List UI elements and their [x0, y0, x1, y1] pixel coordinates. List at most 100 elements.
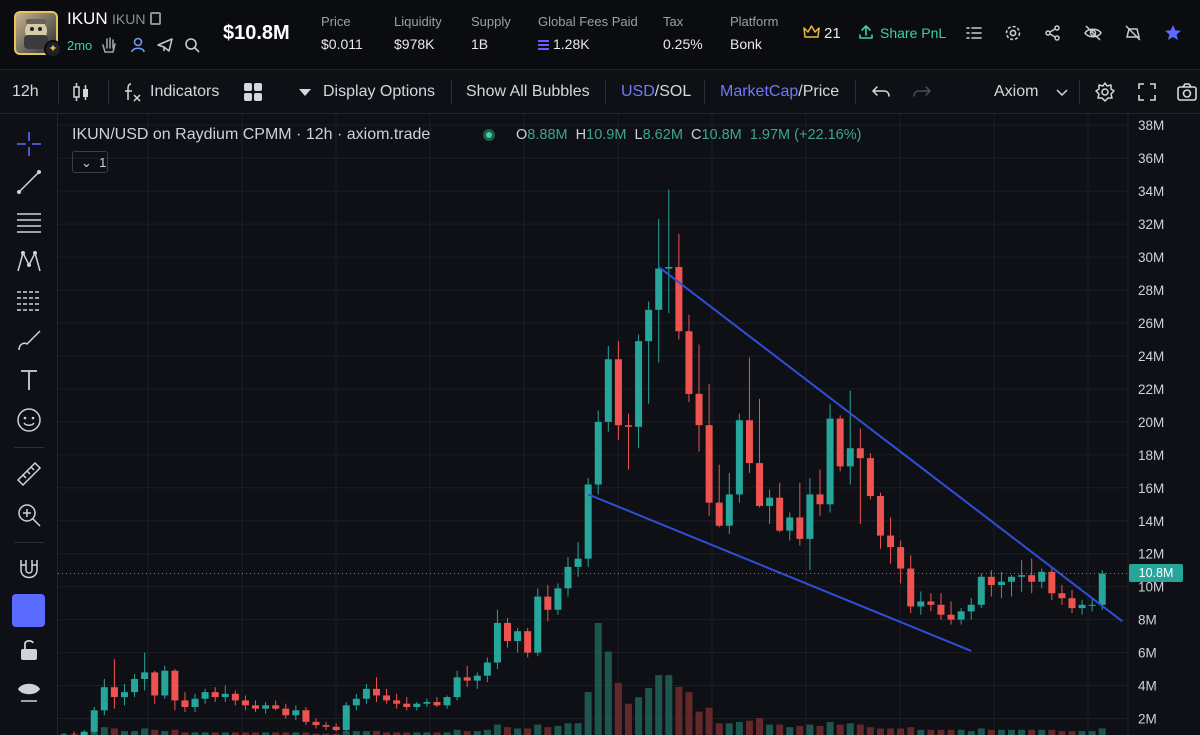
- list-settings-icon[interactable]: [965, 24, 983, 42]
- indicators-fx-icon[interactable]: [121, 81, 143, 103]
- share-pnl-button[interactable]: Share PnL: [880, 25, 947, 41]
- lock-open-icon[interactable]: [16, 637, 42, 663]
- candle-body: [161, 670, 169, 696]
- copy-icon[interactable]: [150, 12, 161, 25]
- candle-body: [685, 331, 693, 394]
- volume-bar: [1068, 731, 1076, 735]
- candle-body: [90, 710, 98, 732]
- pattern-icon[interactable]: [16, 248, 42, 274]
- ohlc-high: 10.9M: [586, 127, 627, 143]
- token-avatar[interactable]: [14, 11, 58, 55]
- layout-grid-icon[interactable]: [242, 81, 264, 103]
- chart-settings-gear-icon[interactable]: [1094, 81, 1116, 103]
- share-upload-icon[interactable]: [858, 24, 874, 40]
- brush-icon[interactable]: [16, 327, 42, 353]
- candle-body: [997, 581, 1005, 586]
- y-axis-tick-label: 10M: [1138, 580, 1164, 595]
- telegram-icon[interactable]: [156, 36, 174, 54]
- volume-bar: [342, 731, 350, 735]
- crosshair-icon[interactable]: [16, 131, 42, 157]
- volume-bar: [675, 686, 683, 735]
- candle-body: [776, 497, 784, 531]
- volume-bar: [665, 675, 673, 735]
- candle-body: [564, 566, 572, 589]
- y-axis-tick-label: 26M: [1138, 316, 1164, 331]
- chevron-down-icon[interactable]: [1054, 81, 1070, 103]
- stat-label: Tax: [663, 14, 684, 29]
- candle-body: [675, 266, 683, 332]
- volume-bar: [826, 721, 834, 735]
- provider-selector[interactable]: Axiom: [994, 83, 1039, 100]
- stat-value: 1.28K: [538, 36, 638, 52]
- holder-user-icon[interactable]: [129, 36, 147, 54]
- volume-bar: [594, 623, 602, 735]
- volume-bar: [1098, 728, 1106, 735]
- solana-icon: [538, 40, 549, 50]
- candle-body: [887, 535, 895, 548]
- currency-sol[interactable]: /SOL: [654, 83, 692, 100]
- volume-bar: [866, 727, 874, 735]
- candle-body: [120, 692, 128, 698]
- eye-icon[interactable]: [16, 677, 42, 703]
- trend-line-icon[interactable]: [16, 169, 42, 195]
- currency-toggle[interactable]: USD/SOL: [621, 83, 691, 101]
- volume-bar: [282, 732, 290, 735]
- y-axis-tick-label: 8M: [1138, 613, 1157, 628]
- horizontal-lines-icon[interactable]: [16, 209, 42, 235]
- ohlc-low: 8.62M: [642, 127, 683, 143]
- stat-value: $0.011: [321, 36, 363, 52]
- candle-body: [1068, 598, 1076, 609]
- interval-selector[interactable]: 12h: [12, 83, 39, 100]
- caret-down-icon[interactable]: [294, 81, 316, 103]
- undo-icon[interactable]: [870, 81, 892, 103]
- volume-bar: [362, 731, 370, 735]
- ohlc-close: 10.8M: [701, 127, 742, 143]
- volume-bar: [322, 733, 330, 735]
- star-icon[interactable]: [1164, 24, 1182, 42]
- fullscreen-icon[interactable]: [1136, 81, 1158, 103]
- search-icon[interactable]: [183, 36, 201, 54]
- collapse-legend-button[interactable]: ⌄ 1: [72, 151, 108, 173]
- fibonacci-icon[interactable]: [16, 288, 42, 314]
- candle-body: [766, 497, 774, 506]
- display-options-button[interactable]: Display Options: [323, 83, 436, 100]
- currency-usd[interactable]: USD: [621, 83, 655, 100]
- ruler-icon[interactable]: [16, 461, 42, 487]
- candle-body: [252, 705, 260, 709]
- stat-tax: Tax 0.25%: [663, 14, 703, 52]
- candle-body: [604, 359, 612, 422]
- candlestick-chart-canvas[interactable]: 2M 4M 6M 8M 10M 12M 14M 16M 18M 20M 22M 24M 26M 28M 30…: [58, 114, 1200, 735]
- candle-body: [645, 309, 653, 342]
- gear-icon[interactable]: [1004, 24, 1022, 42]
- eye-off-icon[interactable]: [1084, 24, 1102, 42]
- candle-body: [866, 458, 874, 497]
- metric-price[interactable]: /Price: [798, 83, 840, 100]
- divider: [58, 80, 59, 104]
- indicators-button[interactable]: Indicators: [150, 83, 220, 100]
- metric-toggle[interactable]: MarketCap/Price: [720, 83, 839, 101]
- emoji-icon[interactable]: [16, 407, 42, 433]
- live-status-dot: [483, 129, 495, 141]
- drawing-tools-sidebar: [0, 114, 58, 735]
- launchpad-badge-icon: ✦: [44, 40, 62, 58]
- y-axis-tick-label: 12M: [1138, 547, 1164, 562]
- price-chart[interactable]: 2M 4M 6M 8M 10M 12M 14M 16M 18M 20M 22M 24M 26M 28M 30…: [58, 114, 1200, 735]
- camera-icon[interactable]: [1176, 81, 1198, 103]
- stay-in-drawing-mode-toggle[interactable]: [12, 594, 45, 627]
- volume-bar: [393, 732, 401, 735]
- redo-icon[interactable]: [911, 81, 933, 103]
- volume-bar: [756, 718, 764, 735]
- crown-icon[interactable]: [803, 24, 820, 40]
- candles-icon[interactable]: [70, 81, 92, 103]
- hide-off-icon[interactable]: [1124, 24, 1142, 42]
- zoom-in-icon[interactable]: [16, 502, 42, 528]
- volume-bar: [423, 732, 431, 735]
- text-tool-icon[interactable]: [16, 367, 42, 393]
- show-bubbles-button[interactable]: Show All Bubbles: [466, 83, 590, 100]
- magnet-icon[interactable]: [16, 556, 42, 582]
- trend-line-drawing: [587, 493, 972, 652]
- metric-marketcap[interactable]: MarketCap: [720, 83, 799, 100]
- volume-bar: [201, 732, 209, 735]
- share-nodes-icon[interactable]: [1044, 24, 1062, 42]
- hand-icon[interactable]: [100, 36, 118, 54]
